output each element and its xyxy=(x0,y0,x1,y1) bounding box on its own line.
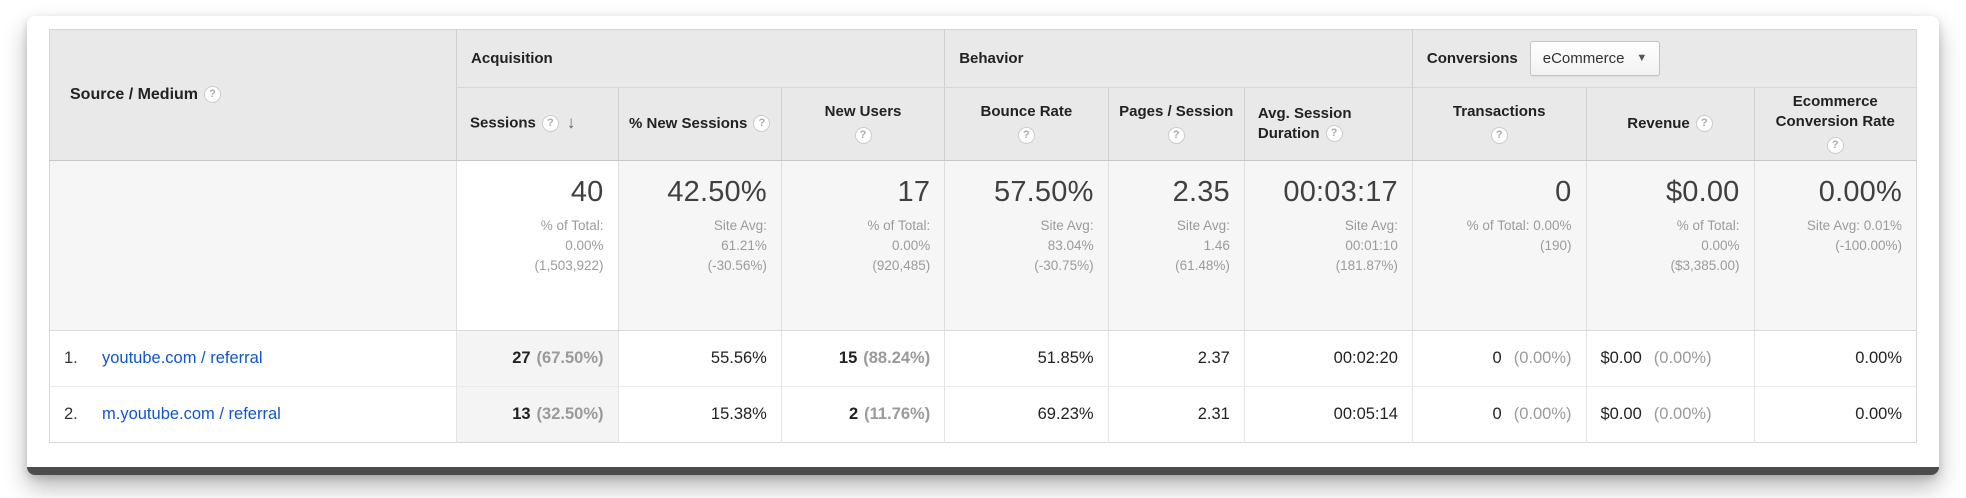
column-header-bounce-rate[interactable]: Bounce Rate ? xyxy=(944,87,1109,161)
bounce-rate-cell: 51.85% xyxy=(944,330,1109,387)
new-sessions-cell: 55.56% xyxy=(617,330,782,387)
conversions-label: Conversions xyxy=(1426,50,1518,67)
summary-sessions: 40 % of Total: 0.00% (1,503,922) xyxy=(456,160,618,331)
column-header-new-sessions[interactable]: % New Sessions? xyxy=(617,87,782,161)
help-icon[interactable]: ? xyxy=(1325,125,1343,143)
new-users-cell: 2 (11.76%) xyxy=(780,386,945,443)
source-medium-label: Source / Medium xyxy=(70,85,199,103)
summary-row: 40 % of Total: 0.00% (1,503,922) 42.50% … xyxy=(49,160,1917,331)
table-row: 1. youtube.com / referral 27 (67.50%) 55.5… xyxy=(49,330,1917,387)
behavior-label: Behavior xyxy=(959,50,1024,67)
group-header-conversions: Conversions eCommerce ▼ xyxy=(1411,29,1917,88)
transactions-cell: 0 (0.00%) xyxy=(1411,330,1586,387)
column-header-source-medium[interactable]: Source / Medium? xyxy=(49,29,457,161)
help-icon[interactable]: ? xyxy=(854,126,872,144)
ecommerce-dropdown[interactable]: eCommerce ▼ xyxy=(1529,41,1661,76)
column-header-sessions[interactable]: Sessions? ↓ xyxy=(456,87,618,161)
ecommerce-dropdown-value: eCommerce xyxy=(1542,50,1625,67)
new-sessions-cell: 15.38% xyxy=(617,386,782,443)
help-icon[interactable]: ? xyxy=(1017,126,1035,144)
avg-session-duration-cell: 00:02:20 xyxy=(1243,330,1413,387)
source-medium-cell: 2. m.youtube.com / referral xyxy=(49,386,457,443)
new-users-cell: 15 (88.24%) xyxy=(780,330,945,387)
acquisition-label: Acquisition xyxy=(471,50,553,67)
source-link[interactable]: youtube.com / referral xyxy=(102,348,263,367)
group-header-behavior: Behavior xyxy=(944,29,1413,88)
analytics-report-card: Source / Medium? Acquisition Behavior Co… xyxy=(27,16,1939,475)
source-medium-report-table: Source / Medium? Acquisition Behavior Co… xyxy=(49,29,1917,443)
column-header-pages-session[interactable]: Pages / Session ? xyxy=(1107,87,1245,161)
source-medium-cell: 1. youtube.com / referral xyxy=(49,330,457,387)
help-icon[interactable]: ? xyxy=(1695,115,1713,133)
help-icon[interactable]: ? xyxy=(1167,126,1185,144)
revenue-cell: $0.00 (0.00%) xyxy=(1585,386,1755,443)
summary-bounce-rate: 57.50% Site Avg: 83.04% (-30.75%) xyxy=(944,160,1109,331)
summary-transactions: 0 % of Total: 0.00% (190) xyxy=(1411,160,1586,331)
pages-session-cell: 2.37 xyxy=(1107,330,1245,387)
group-header-acquisition: Acquisition xyxy=(456,29,945,88)
revenue-cell: $0.00 (0.00%) xyxy=(1585,330,1755,387)
group-header-row: Source / Medium? Acquisition Behavior Co… xyxy=(49,29,1917,161)
sort-descending-icon: ↓ xyxy=(566,113,576,133)
metric-header-row: Sessions? ↓ % New Sessions? New Users ? B… xyxy=(50,87,1917,161)
summary-dimension-cell xyxy=(49,160,457,331)
table-row: 2. m.youtube.com / referral 13 (32.50%) 15… xyxy=(49,386,1917,443)
source-link[interactable]: m.youtube.com / referral xyxy=(102,404,281,423)
column-header-avg-session-duration[interactable]: Avg. Session Duration? xyxy=(1243,87,1413,161)
transactions-cell: 0 (0.00%) xyxy=(1411,386,1586,443)
caret-down-icon: ▼ xyxy=(1636,52,1648,64)
summary-ecommerce-conversion-rate: 0.00% Site Avg: 0.01% (-100.00%) xyxy=(1753,160,1917,331)
column-header-new-users[interactable]: New Users ? xyxy=(780,87,945,161)
summary-pages-session: 2.35 Site Avg: 1.46 (61.48%) xyxy=(1107,160,1245,331)
ecommerce-conversion-rate-cell: 0.00% xyxy=(1753,330,1917,387)
column-header-transactions[interactable]: Transactions ? xyxy=(1411,87,1586,161)
bounce-rate-cell: 69.23% xyxy=(944,386,1109,443)
summary-avg-session-duration: 00:03:17 Site Avg: 00:01:10 (181.87%) xyxy=(1243,160,1413,331)
ecommerce-conversion-rate-cell: 0.00% xyxy=(1753,386,1917,443)
row-index: 2. xyxy=(64,404,78,423)
pages-session-cell: 2.31 xyxy=(1107,386,1245,443)
sessions-cell: 27 (67.50%) xyxy=(456,330,618,387)
help-icon[interactable]: ? xyxy=(541,115,559,133)
help-icon[interactable]: ? xyxy=(753,115,771,133)
summary-revenue: $0.00 % of Total: 0.00% ($3,385.00) xyxy=(1585,160,1755,331)
help-icon[interactable]: ? xyxy=(204,86,222,104)
summary-new-sessions: 42.50% Site Avg: 61.21% (-30.56%) xyxy=(617,160,782,331)
help-icon[interactable]: ? xyxy=(1490,126,1508,144)
avg-session-duration-cell: 00:05:14 xyxy=(1243,386,1413,443)
column-header-ecommerce-conversion-rate[interactable]: Ecommerce Conversion Rate ? xyxy=(1753,87,1917,161)
column-header-revenue[interactable]: Revenue? xyxy=(1585,87,1755,161)
row-index: 1. xyxy=(64,348,78,367)
help-icon[interactable]: ? xyxy=(1826,137,1844,155)
summary-new-users: 17 % of Total: 0.00% (920,485) xyxy=(780,160,945,331)
sessions-cell: 13 (32.50%) xyxy=(456,386,618,443)
